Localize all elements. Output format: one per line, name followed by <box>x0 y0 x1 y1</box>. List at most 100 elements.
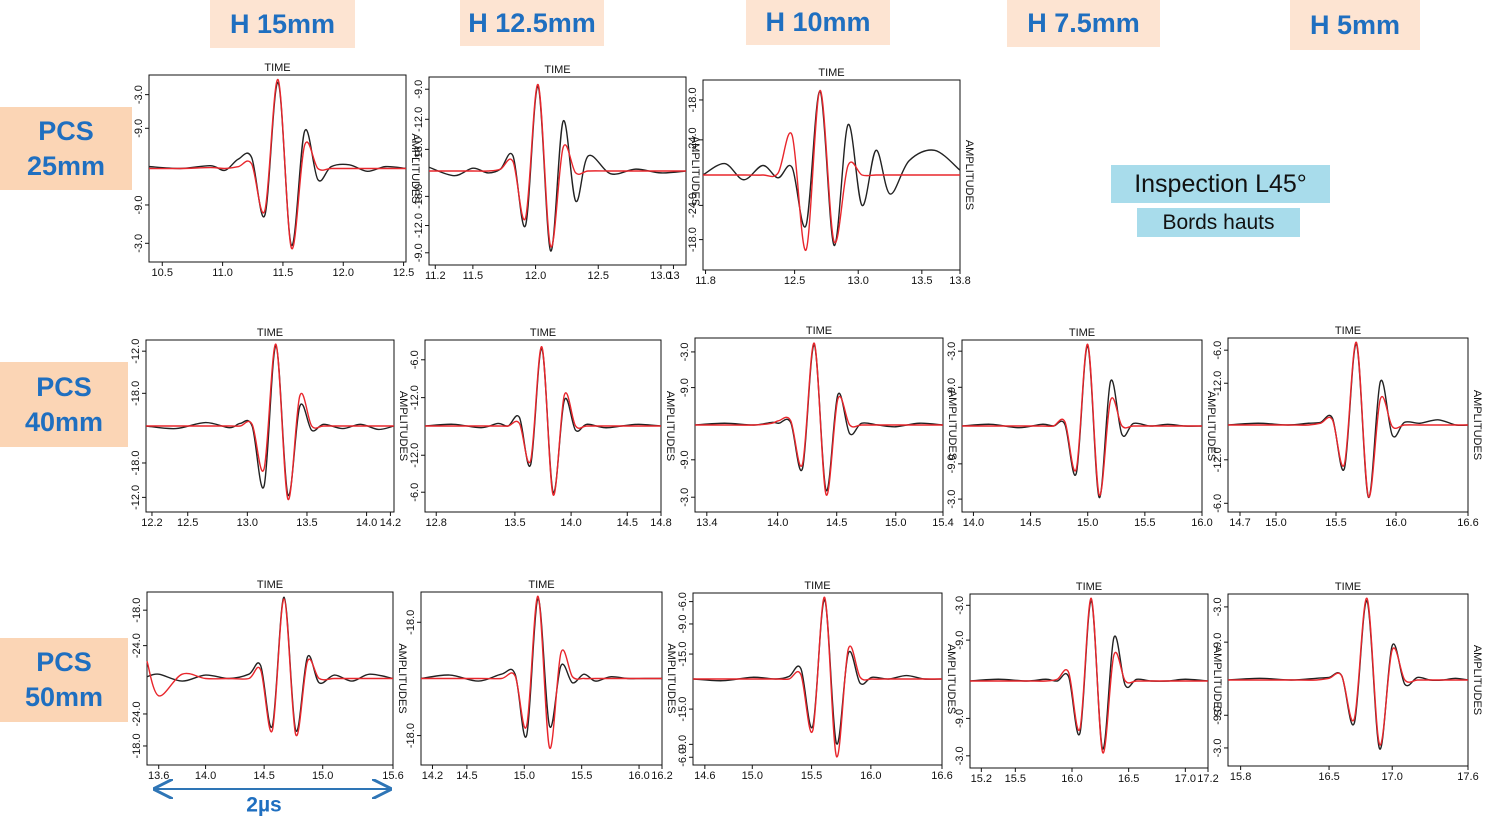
y-tick-label: -24.0 <box>687 127 699 152</box>
y-axis-title: AMPLITUDES <box>1211 646 1223 716</box>
x-tick-label: 12.0 <box>333 267 354 279</box>
x-tick-label: 15.0 <box>1077 517 1098 529</box>
y-tick-label: -18.0 <box>413 137 425 162</box>
waveform <box>425 346 661 496</box>
y-tick-label: -18.0 <box>131 733 143 758</box>
x-tick-label: 15.6 <box>382 770 403 782</box>
x-axis-title: TIME <box>1335 581 1361 593</box>
x-tick-label: 12.2 <box>141 517 162 529</box>
x-tick-label: 16.0 <box>1385 517 1406 529</box>
y-tick-label: -12.0 <box>130 485 142 510</box>
waveform <box>694 342 943 496</box>
x-tick-label: 14.0 <box>963 517 984 529</box>
y-tick-label: -9.0 <box>679 450 691 469</box>
x-axis-title: TIME <box>257 327 283 339</box>
x-tick-label: 14.8 <box>650 517 671 529</box>
y-tick-label: -3.0 <box>133 85 145 104</box>
y-tick-label: -9.0 <box>133 119 145 138</box>
y-tick-label: -9.0 <box>954 631 966 650</box>
y-axis-title: AMPLITUDES <box>1471 645 1483 715</box>
y-tick-label: -12.0 <box>413 213 425 238</box>
y-axis-title: AMPLITUDES <box>665 643 677 713</box>
y-axis-title: AMPLITUDES <box>1205 391 1217 461</box>
y-tick-label: -18.0 <box>687 87 699 112</box>
x-axis-title: TIME <box>544 64 570 76</box>
y-axis-title: AMPLITUDES <box>397 391 409 461</box>
x-tick-label: 13.0 <box>237 517 258 529</box>
column-header: H 7.5mm <box>1007 0 1160 47</box>
y-tick-label: -6.0 <box>677 748 689 767</box>
waveform <box>1228 597 1468 746</box>
y-axis-title: AMPLITUDES <box>396 643 408 713</box>
x-tick-label: 14.5 <box>826 517 847 529</box>
y-tick-label: -15.0 <box>677 697 689 722</box>
x-tick-label: 13.0 <box>848 275 869 287</box>
y-tick-label: -9.0 <box>677 735 689 754</box>
row-header: PCS 50mm <box>0 638 128 722</box>
y-tick-label: -12.0 <box>409 385 421 410</box>
x-tick-label: 11.8 <box>695 275 716 287</box>
x-tick-label: 13.5 <box>504 517 525 529</box>
y-tick-label: -9.0 <box>946 454 958 473</box>
x-tick-label: 14.7 <box>1229 517 1250 529</box>
x-tick-label: 14.0 <box>560 517 581 529</box>
x-tick-label: 11.2 <box>425 270 446 282</box>
y-axis-title: AMPLITUDES <box>664 391 676 461</box>
x-tick-label: 12.5 <box>588 270 609 282</box>
x-tick-label: 14.6 <box>694 770 715 782</box>
x-tick-label: 16.5 <box>1318 771 1339 783</box>
y-tick-label: -12.0 <box>413 107 425 132</box>
y-tick-label: -9.0 <box>1212 633 1224 652</box>
x-tick-label: 16.0 <box>628 770 649 782</box>
x-tick-label: 15.5 <box>1005 773 1026 785</box>
y-axis-title: AMPLITUDES <box>963 140 975 210</box>
y-tick-label: -9.0 <box>413 243 425 262</box>
y-tick-label: -3.0 <box>946 490 958 509</box>
x-tick-label: 15.8 <box>1230 771 1251 783</box>
x-tick-label: 15.0 <box>514 770 535 782</box>
row-label: PCS <box>36 647 92 677</box>
waveform <box>420 598 662 738</box>
y-tick-label: -18.0 <box>413 184 425 209</box>
y-tick-label: -6.0 <box>677 592 689 611</box>
waveform <box>428 83 686 248</box>
x-tick-label: 16.0 <box>1061 773 1082 785</box>
y-tick-label: -12.0 <box>409 443 421 468</box>
x-axis-title: TIME <box>804 580 830 592</box>
y-tick-label: -24.0 <box>131 701 143 726</box>
y-tick-label: -24.0 <box>687 193 699 218</box>
waveform <box>148 78 406 250</box>
y-tick-label: -3.0 <box>954 596 966 615</box>
x-tick-label: 10.5 <box>152 267 173 279</box>
y-tick-label: -12.0 <box>130 339 142 364</box>
row-label: 50mm <box>24 682 104 712</box>
x-tick-label: 13.5 <box>911 275 932 287</box>
x-tick-label: 16.6 <box>1457 517 1478 529</box>
x-tick-label: 15.0 <box>312 770 333 782</box>
x-axis-title: TIME <box>806 325 832 337</box>
y-axis-title: AMPLITUDES <box>1471 390 1483 460</box>
x-axis-title: TIME <box>818 67 844 79</box>
row-header: PCS 40mm <box>0 362 128 447</box>
x-tick-label: 17.2 <box>1197 773 1218 785</box>
y-tick-label: -12.0 <box>1212 371 1224 396</box>
x-tick-label: 13.0 <box>650 270 671 282</box>
y-tick-label: -18.0 <box>131 598 143 623</box>
x-tick-label: 15.0 <box>1265 517 1286 529</box>
x-tick-label: 15.5 <box>571 770 592 782</box>
x-tick-label: 14.0 <box>767 517 788 529</box>
y-tick-label: -3.0 <box>679 342 691 361</box>
waveform <box>693 596 942 758</box>
x-tick-label: 15.5 <box>1134 517 1155 529</box>
x-tick-label: 15.0 <box>885 517 906 529</box>
y-axis-title: AMPLITUDES <box>945 644 957 714</box>
row-header: PCS 25mm <box>0 107 132 190</box>
x-axis-title: TIME <box>1069 327 1095 339</box>
y-tick-label: -9.0 <box>1212 706 1224 725</box>
waveform <box>420 595 662 749</box>
y-tick-label: -6.0 <box>409 483 421 502</box>
x-tick-label: 11.0 <box>212 267 233 279</box>
waveform <box>962 343 1202 496</box>
x-tick-label: 16.0 <box>1191 517 1212 529</box>
